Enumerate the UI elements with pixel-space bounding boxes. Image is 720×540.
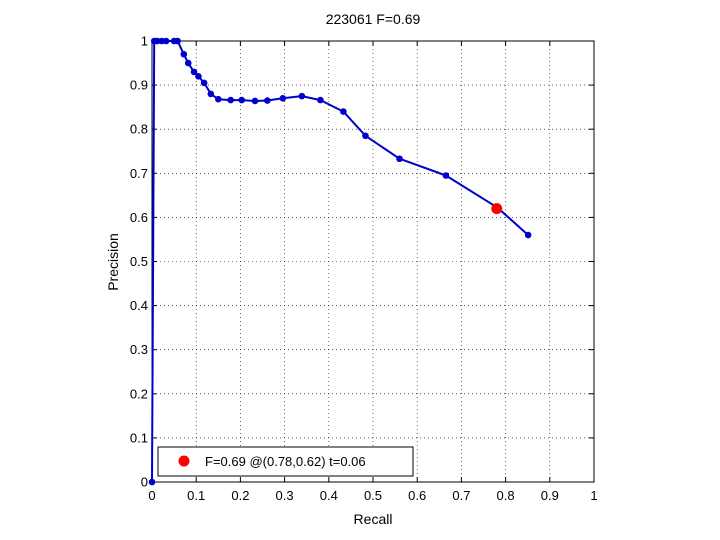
data-point bbox=[317, 96, 324, 104]
x-axis-label: Recall bbox=[354, 511, 393, 527]
y-tick-label: 0.9 bbox=[130, 78, 148, 93]
data-point bbox=[251, 97, 259, 105]
data-point bbox=[195, 72, 202, 80]
legend: F=0.69 @(0.78,0.62) t=0.06 bbox=[157, 446, 414, 477]
y-tick-label: 0.8 bbox=[130, 122, 148, 137]
x-tick-label: 1 bbox=[590, 488, 597, 503]
grid bbox=[152, 41, 594, 482]
data-point bbox=[396, 155, 403, 163]
series bbox=[148, 37, 532, 486]
legend-label: F=0.69 @(0.78,0.62) t=0.06 bbox=[205, 454, 366, 469]
x-tick-label: 0.1 bbox=[187, 488, 205, 503]
chart-title: 223061 F=0.69 bbox=[326, 11, 421, 27]
data-point bbox=[190, 68, 198, 76]
data-point bbox=[207, 90, 215, 98]
data-point bbox=[264, 97, 271, 104]
y-tick-label: 0.6 bbox=[130, 210, 148, 225]
data-point bbox=[200, 79, 208, 87]
data-point bbox=[215, 95, 222, 103]
x-tick-label: 0.8 bbox=[497, 488, 515, 503]
best-f-point bbox=[491, 203, 503, 215]
data-point bbox=[340, 108, 347, 115]
y-axis-label: Precision bbox=[105, 233, 121, 291]
x-tick-label: 0.6 bbox=[408, 488, 426, 503]
data-point bbox=[442, 172, 450, 179]
data-point bbox=[524, 231, 532, 239]
y-tick-label: 0.2 bbox=[130, 386, 148, 401]
y-tick-label: 0 bbox=[141, 475, 148, 490]
data-point bbox=[184, 59, 192, 67]
y-tick-label: 0.5 bbox=[130, 254, 148, 269]
data-point bbox=[148, 478, 156, 486]
data-point bbox=[279, 95, 287, 102]
data-point bbox=[298, 92, 306, 100]
ticks: 0 0.1 0.2 0.3 0.4 0.5 0.6 0.7 0.8 0.9 1 0 0.1 0.2 0.3 0… bbox=[130, 34, 598, 504]
x-tick-label: 0.9 bbox=[541, 488, 559, 503]
data-point bbox=[180, 50, 188, 58]
x-tick-label: 0.7 bbox=[452, 488, 470, 503]
data-point bbox=[227, 96, 234, 104]
legend-box bbox=[157, 446, 414, 477]
y-tick-label: 0.3 bbox=[130, 342, 148, 357]
x-tick-label: 0.5 bbox=[364, 488, 382, 503]
y-tick-label: 0.7 bbox=[130, 166, 148, 181]
data-point bbox=[174, 37, 181, 45]
data-point bbox=[238, 96, 246, 104]
legend-marker bbox=[178, 455, 190, 467]
y-tick-label: 1 bbox=[141, 34, 148, 49]
x-tick-label: 0.2 bbox=[231, 488, 249, 503]
y-tick-label: 0.1 bbox=[130, 430, 148, 445]
x-tick-label: 0.4 bbox=[320, 488, 338, 503]
data-point bbox=[362, 132, 369, 140]
x-tick-label: 0 bbox=[148, 488, 155, 503]
x-tick-label: 0.3 bbox=[276, 488, 294, 503]
y-tick-label: 0.4 bbox=[130, 298, 148, 313]
data-point bbox=[162, 37, 170, 45]
